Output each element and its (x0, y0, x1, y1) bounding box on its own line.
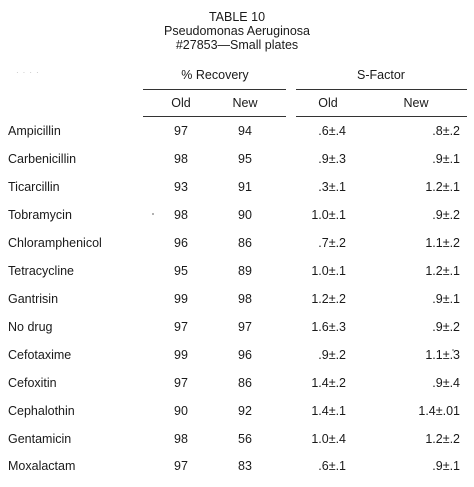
sfactor-old-value: 1.4±.1 (311, 404, 346, 418)
sfactor-old-value: 1.0±.1 (311, 264, 346, 278)
recovery-new-value: 86 (238, 236, 252, 250)
recovery-old-value: 96 (174, 236, 188, 250)
scan-speck (152, 213, 154, 215)
recovery-old-value: 95 (174, 264, 188, 278)
drug-name: No drug (8, 320, 53, 334)
drug-name: Tetracycline (8, 264, 74, 278)
recovery-old-value: 93 (174, 180, 188, 194)
table-title: TABLE 10 (208, 10, 266, 24)
sfactor-new-value: .9±.2 (432, 320, 460, 334)
recovery-new-value: 98 (238, 292, 252, 306)
table-row: Ampicillin 97 94 .6±.4 .8±.2 (0, 124, 474, 142)
recovery-new-value: 96 (238, 348, 252, 362)
sfactor-old-value: .9±.2 (318, 348, 346, 362)
recovery-new-value: 97 (238, 320, 252, 334)
table-row: Tetracycline 95 89 1.0±.1 1.2±.1 (0, 264, 474, 282)
sfactor-new-value: .9±.2 (432, 208, 460, 222)
drug-name: Ampicillin (8, 124, 61, 138)
table-subtitle-strain: #27853—Small plates (175, 38, 299, 52)
recovery-new-value: 91 (238, 180, 252, 194)
sfactor-old-value: .3±.1 (318, 180, 346, 194)
sfactor-old-header: Old (318, 96, 338, 110)
sfactor-old-value: 1.2±.2 (311, 292, 346, 306)
sfactor-old-value: 1.0±.4 (311, 432, 346, 446)
sfactor-old-value: .6±.4 (318, 124, 346, 138)
recovery-new-value: 56 (238, 432, 252, 446)
recovery-header-rule-top (143, 89, 286, 90)
sfactor-old-value: 1.6±.3 (311, 320, 346, 334)
table-row: Cefotaxime 99 96 .9±.2 1.1±.3 (0, 348, 474, 366)
sfactor-new-value: 1.1±.3 (425, 348, 460, 362)
drug-name: Gantrisin (8, 292, 59, 306)
sfactor-new-value: 1.2±.1 (425, 264, 460, 278)
recovery-old-value: 98 (174, 432, 188, 446)
recovery-new-header: New (232, 96, 258, 110)
scan-speck (452, 349, 454, 351)
recovery-old-header: Old (171, 96, 191, 110)
recovery-old-value: 97 (174, 459, 188, 473)
sfactor-header-rule-top (296, 89, 467, 90)
drug-name: Cefotaxime (8, 348, 72, 362)
table-row: Chloramphenicol 96 86 .7±.2 1.1±.2 (0, 236, 474, 254)
drug-name: Chloramphenicol (8, 236, 102, 250)
sfactor-old-value: .9±.3 (318, 152, 346, 166)
recovery-new-value: 90 (238, 208, 252, 222)
sfactor-new-value: .8±.2 (432, 124, 460, 138)
recovery-new-value: 86 (238, 376, 252, 390)
table-row: Cefoxitin 97 86 1.4±.2 .9±.4 (0, 376, 474, 394)
scan-smudge: ···· (16, 68, 43, 77)
table-row: Ticarcillin 93 91 .3±.1 1.2±.1 (0, 180, 474, 198)
sfactor-new-value: .9±.1 (432, 292, 460, 306)
table-row: Moxalactam 97 83 .6±.1 .9±.1 (0, 459, 474, 477)
drug-name: Moxalactam (8, 459, 76, 473)
sfactor-new-value: 1.1±.2 (425, 236, 460, 250)
sfactor-new-value: 1.2±.1 (425, 180, 460, 194)
recovery-group-header: % Recovery (181, 68, 249, 82)
sfactor-new-value: .9±.4 (432, 376, 460, 390)
drug-name: Carbenicillin (8, 152, 77, 166)
recovery-old-value: 98 (174, 208, 188, 222)
sfactor-new-value: .9±.1 (432, 459, 460, 473)
recovery-new-value: 89 (238, 264, 252, 278)
table-row: Tobramycin 98 90 1.0±.1 .9±.2 (0, 208, 474, 226)
sfactor-old-value: 1.4±.2 (311, 376, 346, 390)
sfactor-old-value: .6±.1 (318, 459, 346, 473)
sfactor-new-value: .9±.1 (432, 152, 460, 166)
drug-name: Gentamicin (8, 432, 72, 446)
recovery-old-value: 97 (174, 124, 188, 138)
recovery-new-value: 83 (238, 459, 252, 473)
recovery-old-value: 99 (174, 292, 188, 306)
table-row: Cephalothin 90 92 1.4±.1 1.4±.01 (0, 404, 474, 422)
sfactor-new-value: 1.4±.01 (418, 404, 460, 418)
recovery-old-value: 97 (174, 376, 188, 390)
recovery-new-value: 92 (238, 404, 252, 418)
table-row: Gentamicin 98 56 1.0±.4 1.2±.2 (0, 432, 474, 450)
sfactor-new-value: 1.2±.2 (425, 432, 460, 446)
sfactor-group-header: S-Factor (357, 68, 405, 82)
recovery-new-value: 95 (238, 152, 252, 166)
sfactor-new-header: New (403, 96, 429, 110)
table-subtitle-organism: Pseudomonas Aeruginosa (164, 24, 310, 38)
table-row: Carbenicillin 98 95 .9±.3 .9±.1 (0, 152, 474, 170)
recovery-header-rule-bottom (143, 116, 286, 117)
recovery-new-value: 94 (238, 124, 252, 138)
table-row: Gantrisin 99 98 1.2±.2 .9±.1 (0, 292, 474, 310)
drug-name: Ticarcillin (8, 180, 60, 194)
sfactor-old-value: 1.0±.1 (311, 208, 346, 222)
recovery-old-value: 99 (174, 348, 188, 362)
drug-name: Cefoxitin (8, 376, 57, 390)
drug-name: Tobramycin (8, 208, 72, 222)
sfactor-old-value: .7±.2 (318, 236, 346, 250)
table-row: No drug 97 97 1.6±.3 .9±.2 (0, 320, 474, 338)
drug-name: Cephalothin (8, 404, 75, 418)
recovery-old-value: 90 (174, 404, 188, 418)
recovery-old-value: 97 (174, 320, 188, 334)
recovery-old-value: 98 (174, 152, 188, 166)
sfactor-header-rule-bottom (296, 116, 467, 117)
